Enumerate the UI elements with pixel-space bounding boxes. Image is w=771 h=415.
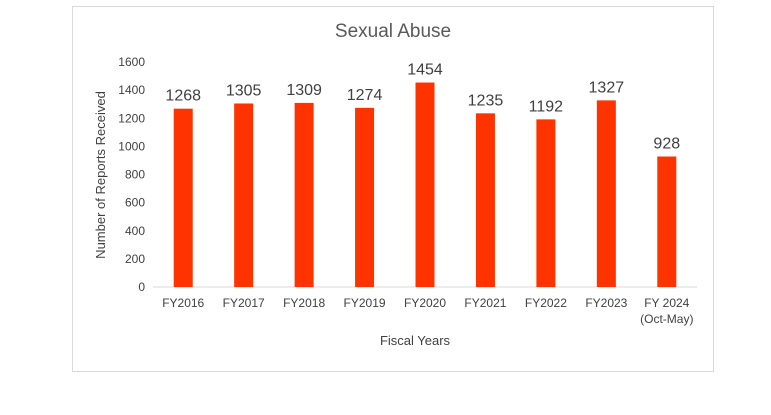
bar (173, 108, 193, 287)
bar (415, 82, 435, 287)
x-tick-label: FY2019 (344, 296, 386, 310)
bars (173, 82, 677, 287)
bar-value-label: 1327 (589, 79, 625, 96)
y-tick-label: 600 (125, 196, 145, 210)
chart-title: Sexual Abuse (335, 21, 451, 42)
bar (355, 107, 375, 287)
y-tick-label: 1000 (118, 139, 145, 153)
bar (294, 102, 314, 287)
bar (596, 100, 616, 287)
x-tick-label: FY 2024 (644, 296, 689, 310)
y-tick-label: 1600 (118, 55, 145, 69)
bar-value-label: 1309 (286, 82, 322, 99)
bar-value-label: 928 (653, 136, 680, 153)
bar (475, 113, 495, 287)
y-tick-label: 0 (138, 280, 145, 294)
y-axis-ticks: 0 200 400 600 800 1000 1200 1400 1600 (118, 55, 145, 294)
x-axis-title: Fiscal Years (380, 333, 451, 348)
data-labels: 1268 1305 1309 1274 1454 1235 1192 1327 928 (165, 62, 680, 153)
bar-value-label: 1454 (407, 62, 443, 79)
x-tick-label: FY2021 (464, 296, 506, 310)
x-tick-label: FY2017 (223, 296, 265, 310)
y-tick-label: 1200 (118, 111, 145, 125)
x-tick-label: FY2018 (283, 296, 325, 310)
bar-value-label: 1235 (468, 92, 504, 109)
bar (536, 119, 556, 287)
x-tick-label: (Oct-May) (640, 312, 693, 326)
x-tick-label: FY2022 (525, 296, 567, 310)
y-tick-label: 800 (125, 168, 145, 182)
x-axis-ticks: FY2016 FY2017 FY2018 FY2019 FY2020 FY2021 FY20… (162, 296, 693, 326)
y-tick-label: 200 (125, 252, 145, 266)
bar-value-label: 1268 (165, 88, 201, 105)
bar (234, 103, 254, 287)
y-tick-label: 400 (125, 224, 145, 238)
bar-value-label: 1192 (529, 98, 564, 115)
y-tick-label: 1400 (118, 83, 145, 97)
bar-value-label: 1305 (226, 82, 262, 99)
x-tick-label: FY2016 (162, 296, 204, 310)
y-axis-title: Number of Reports Received (93, 91, 108, 259)
bar (657, 156, 677, 287)
x-tick-label: FY2023 (585, 296, 627, 310)
x-tick-label: FY2020 (404, 296, 446, 310)
bar-value-label: 1274 (347, 87, 383, 104)
